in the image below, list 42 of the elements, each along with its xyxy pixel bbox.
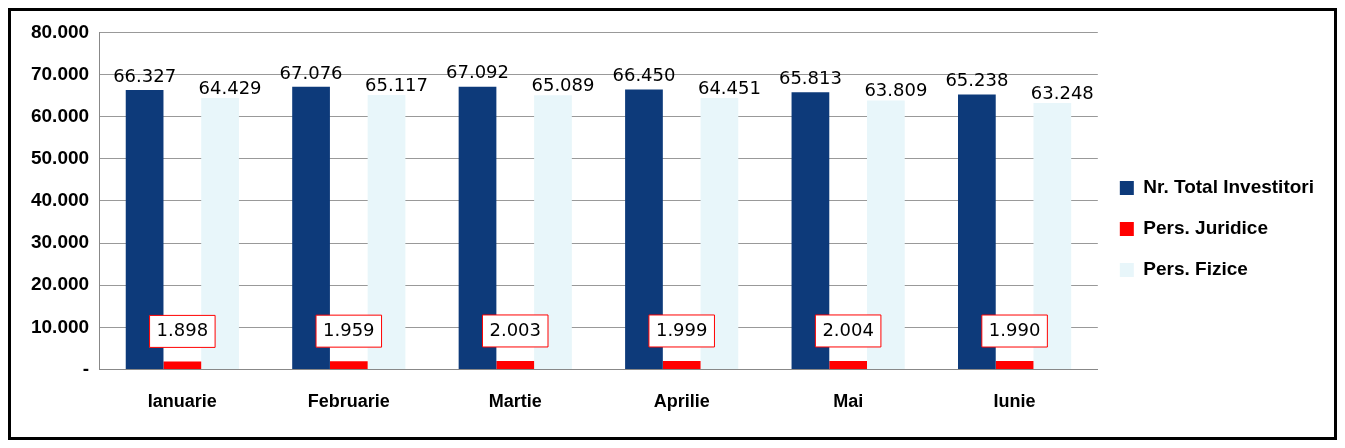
data-label: 66.450: [612, 64, 676, 86]
data-label: 2.004: [822, 318, 874, 340]
x-tick-label: Februarie: [307, 391, 390, 412]
x-tick-label: Ianuarie: [147, 391, 217, 412]
y-tick-label: 60.000: [30, 104, 90, 126]
y-tick-label: 80.000: [30, 20, 90, 42]
x-tick-label: Aprilie: [653, 391, 710, 412]
data-label: 1.959: [323, 318, 375, 340]
y-tick-label: 30.000: [30, 231, 90, 253]
data-label: 67.076: [279, 61, 343, 83]
data-label: 66.327: [113, 64, 177, 86]
legend-label: Pers. Juridice: [1143, 217, 1268, 239]
data-label: 65.238: [945, 69, 1009, 91]
data-label: 1.990: [988, 318, 1041, 340]
bar: [662, 360, 701, 369]
data-label: 1.898: [156, 319, 209, 341]
legend-label: Nr. Total Investitori: [1143, 176, 1315, 198]
bar: [163, 361, 202, 369]
data-label: 64.451: [697, 76, 761, 98]
data-label: 1.999: [655, 318, 708, 340]
x-tick-label: Martie: [488, 391, 542, 412]
bar: [496, 360, 535, 369]
data-label: 65.117: [365, 73, 429, 95]
x-tick-label: Iunie: [993, 391, 1036, 412]
data-label: 65.089: [531, 73, 595, 95]
bar: [995, 361, 1034, 369]
bar: [829, 360, 868, 369]
data-label: 67.092: [446, 61, 510, 83]
y-tick-label: 10.000: [30, 315, 90, 337]
bar: [329, 361, 368, 369]
data-label: 63.248: [1030, 81, 1094, 103]
data-label: 65.813: [778, 66, 842, 88]
x-tick-label: Mai: [833, 391, 864, 412]
y-tick-label: 50.000: [30, 147, 90, 169]
y-tick-label: 20.000: [30, 273, 90, 295]
y-tick-label: 70.000: [30, 62, 90, 84]
data-label: 2.003: [489, 318, 542, 340]
legend-label: Pers. Fizice: [1143, 258, 1248, 280]
y-tick-label: 40.000: [30, 189, 90, 211]
data-label: 64.429: [198, 76, 262, 98]
y-tick-label: -: [82, 357, 90, 379]
data-label: 63.809: [864, 79, 928, 101]
